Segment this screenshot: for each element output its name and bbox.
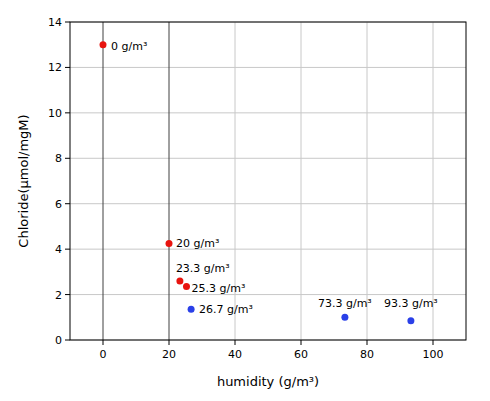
points bbox=[100, 41, 415, 324]
y-grid bbox=[70, 67, 466, 68]
point bbox=[166, 240, 173, 247]
point-label: 73.3 g/m³ bbox=[318, 297, 372, 310]
y-grid bbox=[70, 249, 466, 250]
point-label: 25.3 g/m³ bbox=[191, 282, 245, 295]
y-grid bbox=[70, 158, 466, 159]
x-grid bbox=[169, 22, 170, 340]
y-axis-label: Chloride(μmol/mgM) bbox=[16, 114, 31, 247]
x-tick-label: 0 bbox=[100, 348, 107, 361]
x-tick-label: 60 bbox=[294, 348, 308, 361]
point-label: 23.3 g/m³ bbox=[176, 262, 230, 275]
x-grid bbox=[433, 22, 434, 340]
y-tick bbox=[65, 294, 70, 295]
y-tick-label: 14 bbox=[48, 16, 62, 29]
x-grid bbox=[103, 22, 104, 340]
x-tick bbox=[433, 340, 434, 345]
y-tick-label: 0 bbox=[55, 334, 62, 347]
point bbox=[407, 317, 414, 324]
y-tick bbox=[65, 22, 70, 23]
y-tick bbox=[65, 112, 70, 113]
x-tick-label: 20 bbox=[162, 348, 176, 361]
point-label: 93.3 g/m³ bbox=[384, 297, 438, 310]
point bbox=[176, 277, 183, 284]
point-label: 20 g/m³ bbox=[176, 237, 219, 250]
point-label: 26.7 g/m³ bbox=[199, 303, 253, 316]
point-label: 0 g/m³ bbox=[111, 40, 147, 53]
y-tick-label: 12 bbox=[48, 61, 62, 74]
x-axis-label: humidity (g/m³) bbox=[217, 374, 319, 389]
y-tick bbox=[65, 249, 70, 250]
y-tick bbox=[65, 67, 70, 68]
x-grid bbox=[301, 22, 302, 340]
x-tick bbox=[367, 340, 368, 345]
chart: 0 20 40 60 80 100 0 2 4 6 8 10 12 14 humidity (g/m³) Ch… bbox=[0, 0, 490, 401]
point bbox=[188, 306, 195, 313]
y-tick-label: 10 bbox=[48, 107, 62, 120]
point bbox=[183, 283, 190, 290]
y-tick-label: 2 bbox=[55, 289, 62, 302]
y-tick bbox=[65, 340, 70, 341]
y-tick-label: 8 bbox=[55, 152, 62, 165]
point bbox=[100, 41, 107, 48]
x-tick-label: 80 bbox=[360, 348, 374, 361]
x-tick bbox=[103, 340, 104, 345]
y-grid bbox=[70, 112, 466, 113]
x-tick-label: 100 bbox=[423, 348, 444, 361]
y-tick-label: 6 bbox=[55, 198, 62, 211]
y-tick bbox=[65, 158, 70, 159]
point bbox=[341, 314, 348, 321]
x-grid bbox=[367, 22, 368, 340]
x-tick bbox=[301, 340, 302, 345]
y-grid bbox=[70, 203, 466, 204]
y-tick-label: 4 bbox=[55, 243, 62, 256]
x-tick bbox=[169, 340, 170, 345]
y-tick bbox=[65, 203, 70, 204]
plot-frame bbox=[70, 22, 466, 340]
x-tick-label: 40 bbox=[228, 348, 242, 361]
x-tick bbox=[235, 340, 236, 345]
y-grid bbox=[70, 294, 466, 295]
